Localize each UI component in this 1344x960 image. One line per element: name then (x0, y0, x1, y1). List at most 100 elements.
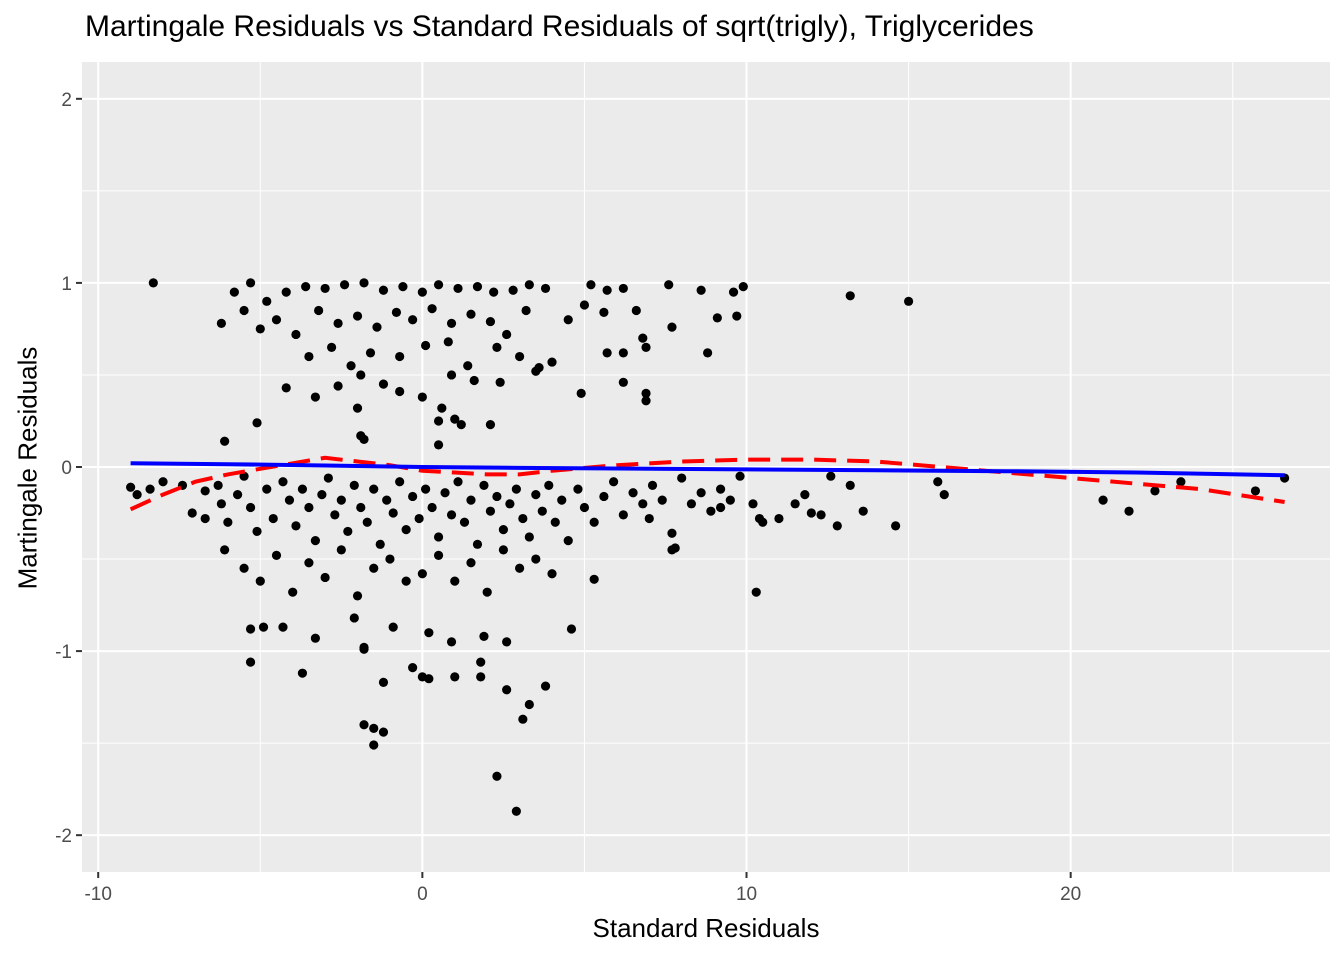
data-point (495, 377, 505, 387)
data-point (378, 285, 389, 295)
data-point (262, 296, 272, 306)
data-point (408, 491, 418, 502)
x-axis-title: Standard Residuals (592, 913, 820, 943)
data-point (573, 484, 583, 494)
data-point (417, 569, 427, 579)
loess-fit-line (129, 455, 1285, 512)
data-point (641, 388, 651, 398)
data-point (459, 517, 470, 527)
data-point (330, 510, 340, 520)
x-tick-label: -10 (84, 884, 111, 905)
data-point (579, 502, 590, 513)
data-point (492, 342, 502, 352)
data-point (712, 313, 722, 323)
data-point (433, 416, 444, 426)
data-point (245, 502, 256, 513)
data-point (132, 490, 142, 500)
data-point (618, 283, 628, 294)
data-point (479, 631, 489, 641)
data-point (372, 322, 382, 332)
data-point (450, 576, 460, 586)
data-point (378, 379, 389, 389)
y-tick-label: 1 (61, 274, 72, 295)
data-point (524, 532, 534, 542)
data-point (550, 517, 560, 527)
data-point (939, 490, 949, 500)
data-point (515, 563, 525, 573)
data-point (609, 477, 619, 487)
data-point (187, 508, 197, 518)
data-point (433, 280, 444, 290)
data-point (463, 361, 473, 371)
data-point (466, 495, 476, 505)
data-point (126, 482, 136, 492)
data-point (356, 502, 366, 513)
data-point (268, 513, 278, 524)
data-point (715, 502, 726, 513)
data-point (148, 278, 158, 288)
data-point (515, 351, 525, 362)
data-point (220, 545, 230, 555)
data-point (472, 281, 483, 292)
data-point (754, 513, 765, 524)
data-point (715, 484, 726, 494)
data-point (281, 287, 291, 297)
data-point (618, 377, 628, 387)
data-point (826, 471, 836, 481)
data-point (502, 637, 512, 647)
data-point (540, 681, 551, 691)
data-point (638, 499, 648, 509)
data-point (508, 285, 518, 295)
y-axis: -2 -1 0 1 2 (55, 90, 82, 847)
data-point (408, 315, 418, 325)
data-point (395, 477, 405, 487)
data-point (531, 366, 541, 376)
data-point (437, 403, 447, 413)
data-point (252, 418, 262, 428)
data-point (310, 633, 320, 643)
data-point (258, 622, 269, 632)
data-point (216, 318, 226, 329)
data-point (401, 524, 411, 535)
data-point (200, 513, 210, 524)
data-point (563, 536, 573, 546)
data-point (304, 558, 314, 568)
linear-fit-line (130, 461, 1285, 478)
data-point (359, 434, 369, 444)
data-point (216, 499, 226, 509)
data-point (845, 480, 855, 491)
data-point (566, 624, 577, 634)
data-point (589, 574, 599, 584)
data-point (317, 490, 327, 500)
data-point (547, 569, 557, 579)
data-point (832, 521, 842, 531)
data-point (417, 392, 427, 402)
data-point (278, 477, 288, 487)
data-point (638, 333, 648, 343)
data-point (284, 495, 295, 505)
data-point (310, 392, 320, 402)
data-point (599, 307, 609, 317)
data-point (255, 324, 265, 334)
data-point (657, 495, 667, 505)
data-point (505, 499, 515, 509)
data-point (667, 322, 677, 332)
data-point (369, 723, 379, 734)
data-point (291, 329, 301, 340)
data-point (421, 340, 431, 351)
data-point (641, 342, 651, 352)
data-point (291, 521, 301, 531)
data-point (531, 554, 541, 564)
data-point (281, 383, 291, 393)
data-point (382, 495, 392, 505)
y-tick-label: -2 (55, 826, 72, 847)
data-point (602, 285, 612, 295)
data-point (502, 685, 512, 695)
data-point (751, 587, 761, 597)
data-point (547, 357, 557, 367)
data-point (641, 396, 651, 406)
data-point (456, 420, 466, 430)
data-point (304, 351, 314, 362)
data-point (774, 513, 784, 524)
